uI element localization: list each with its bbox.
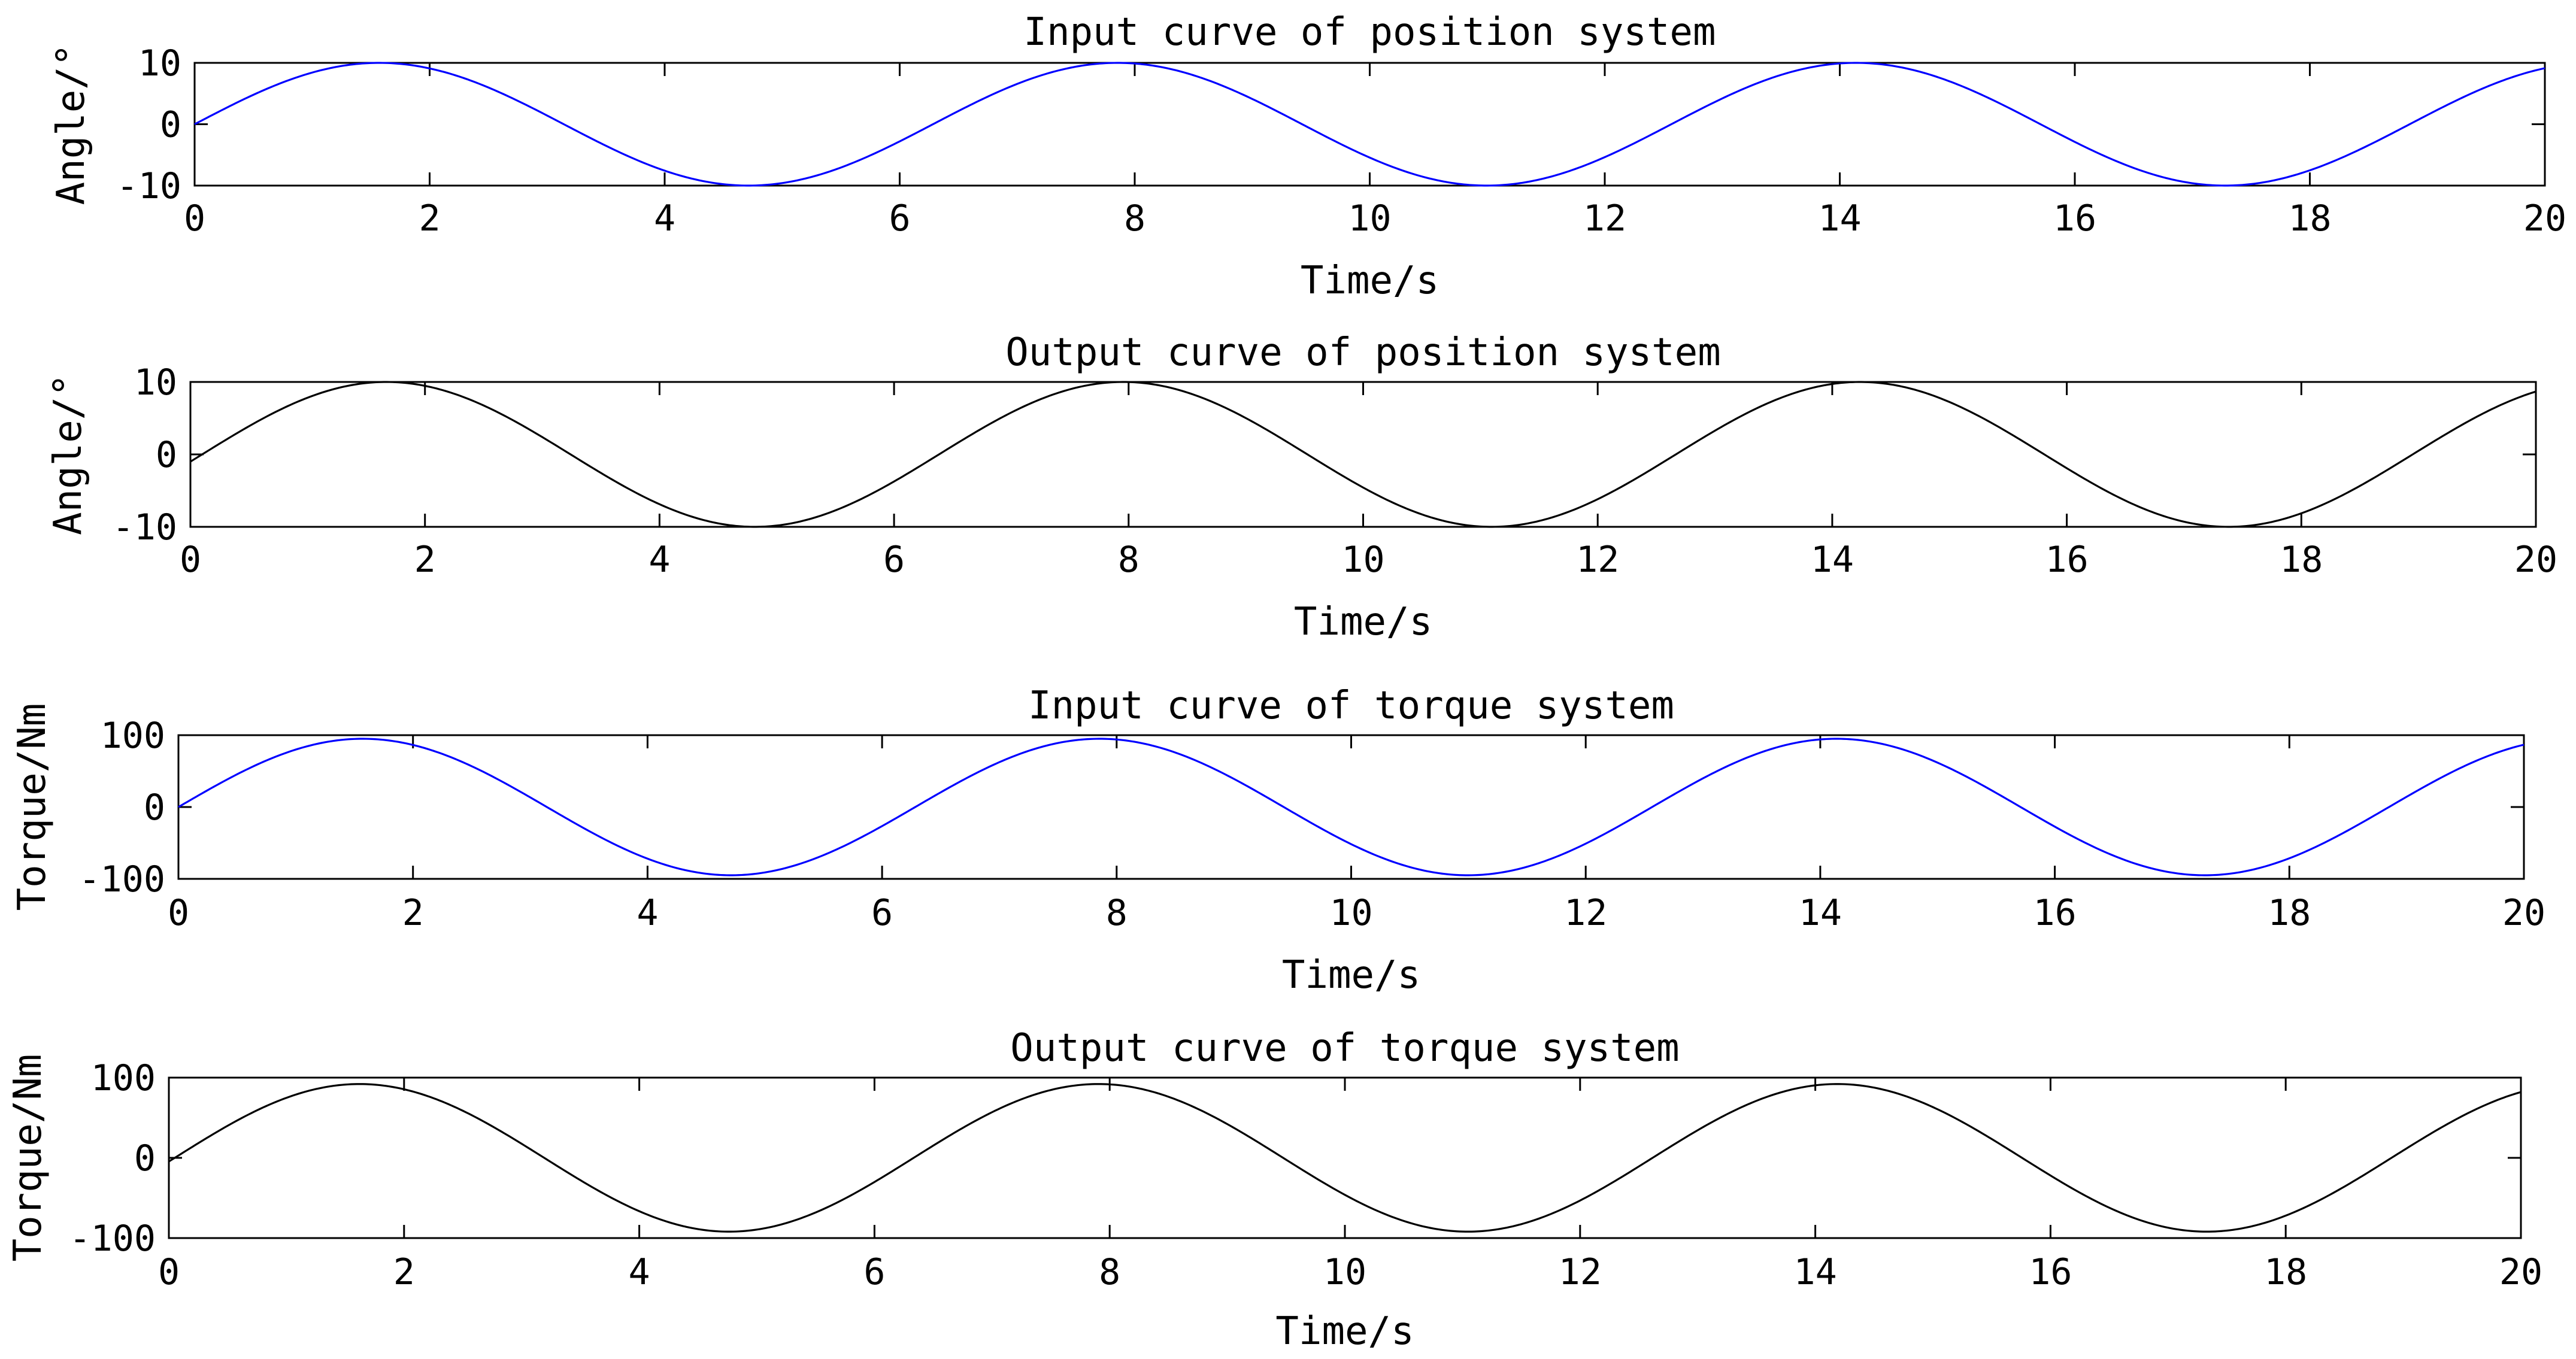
- x-tick-label: 8: [1099, 1251, 1120, 1293]
- series-line-1: [190, 381, 2536, 528]
- plot-frame: [168, 1076, 2522, 1239]
- x-tick-label: 6: [871, 892, 893, 934]
- chart-title: Input curve of position system: [1024, 10, 1716, 54]
- x-tick-label: 16: [2053, 198, 2096, 239]
- x-axis-label: Time/s: [1294, 600, 1432, 644]
- x-tick-label: 12: [1564, 892, 1607, 934]
- x-tick-label: 0: [158, 1251, 180, 1293]
- x-axis-label: Time/s: [1275, 1309, 1414, 1354]
- x-tick-label: 0: [168, 892, 189, 934]
- x-axis-label: Time/s: [1282, 953, 1420, 997]
- x-tick-label: 10: [1348, 198, 1391, 239]
- subplot-3: Input curve of torque system 0 2 4 6 8 10 12 14 1…: [10, 684, 2545, 997]
- y-axis-label: Angle/°: [49, 44, 93, 205]
- y-tick-label: -10: [113, 506, 177, 548]
- y-tick-label: -100: [79, 859, 166, 900]
- x-tick-label: 14: [1818, 198, 1861, 239]
- plot-frame: [177, 734, 2525, 880]
- x-tick-label: 14: [1799, 892, 1842, 934]
- x-tick-label: 18: [2280, 539, 2323, 581]
- x-tick-label: 16: [2033, 892, 2076, 934]
- subplot-1: Input curve of position system 0 2 4 6 8 10 12 1…: [49, 10, 2566, 303]
- subplot-2: Output curve of position system 0 2 4 6 8 10 12…: [46, 330, 2557, 644]
- x-tick-label: 20: [2514, 539, 2557, 581]
- y-tick-label: 10: [134, 362, 177, 404]
- x-tick-label: 2: [414, 539, 436, 581]
- x-tick-label: 6: [889, 198, 910, 239]
- x-tick-label: 14: [1793, 1251, 1836, 1293]
- series-line-1: [168, 1083, 2522, 1233]
- series-line-1: [178, 738, 2525, 876]
- x-tick-label: 10: [1329, 892, 1372, 934]
- x-tick-label: 0: [180, 539, 201, 581]
- plot-frame: [193, 62, 2546, 187]
- x-tick-label: 2: [402, 892, 424, 934]
- x-tick-label: 16: [2045, 539, 2088, 581]
- x-tick-label: 12: [1583, 198, 1626, 239]
- x-tick-label: 4: [637, 892, 658, 934]
- x-tick-label: 12: [1559, 1251, 1602, 1293]
- y-tick-label: -10: [117, 165, 181, 207]
- x-tick-label: 2: [419, 198, 440, 239]
- chart-title: Input curve of torque system: [1028, 684, 1674, 728]
- x-tick-label: 18: [2288, 198, 2331, 239]
- y-tick-label: 0: [134, 1137, 156, 1179]
- y-tick-label: 0: [160, 104, 181, 146]
- x-tick-label: 20: [2499, 1251, 2542, 1293]
- x-tick-label: 8: [1124, 198, 1145, 239]
- x-tick-label: 2: [393, 1251, 415, 1293]
- x-tick-label: 0: [184, 198, 205, 239]
- x-tick-label: 12: [1576, 539, 1619, 581]
- x-tick-label: 4: [629, 1251, 650, 1293]
- subplots: Input curve of position system 0 2 4 6 8 10 12 1…: [6, 10, 2566, 1354]
- y-tick-label: 100: [91, 1057, 156, 1099]
- x-tick-label: 4: [654, 198, 675, 239]
- y-axis-label: Torque/Nm: [10, 703, 54, 911]
- x-tick-label: 6: [863, 1251, 885, 1293]
- x-tick-label: 18: [2268, 892, 2311, 934]
- x-tick-label: 10: [1323, 1251, 1366, 1293]
- y-tick-label: 0: [144, 787, 165, 829]
- y-axis-label: Torque/Nm: [6, 1054, 50, 1262]
- x-tick-label: 6: [883, 539, 905, 581]
- chart-title: Output curve of torque system: [1010, 1026, 1679, 1070]
- x-tick-label: 18: [2264, 1251, 2307, 1293]
- chart-title: Output curve of position system: [1005, 330, 1720, 375]
- x-tick-label: 20: [2523, 198, 2566, 239]
- plot-frame: [189, 381, 2537, 528]
- y-axis-label: Angle/°: [46, 374, 90, 535]
- series-line-1: [194, 62, 2545, 187]
- x-tick-label: 4: [648, 539, 670, 581]
- y-tick-label: -100: [69, 1218, 156, 1260]
- x-tick-label: 20: [2502, 892, 2545, 934]
- subplot-4: Output curve of torque system 0 2 4 6 8 10 12 14…: [6, 1026, 2542, 1354]
- y-tick-label: 10: [138, 43, 181, 84]
- y-tick-label: 0: [156, 434, 177, 476]
- x-tick-label: 16: [2029, 1251, 2072, 1293]
- x-tick-label: 8: [1118, 539, 1139, 581]
- y-tick-label: 100: [101, 715, 165, 757]
- x-axis-label: Time/s: [1301, 259, 1439, 303]
- x-tick-label: 8: [1106, 892, 1128, 934]
- x-tick-label: 10: [1341, 539, 1384, 581]
- x-tick-label: 14: [1811, 539, 1854, 581]
